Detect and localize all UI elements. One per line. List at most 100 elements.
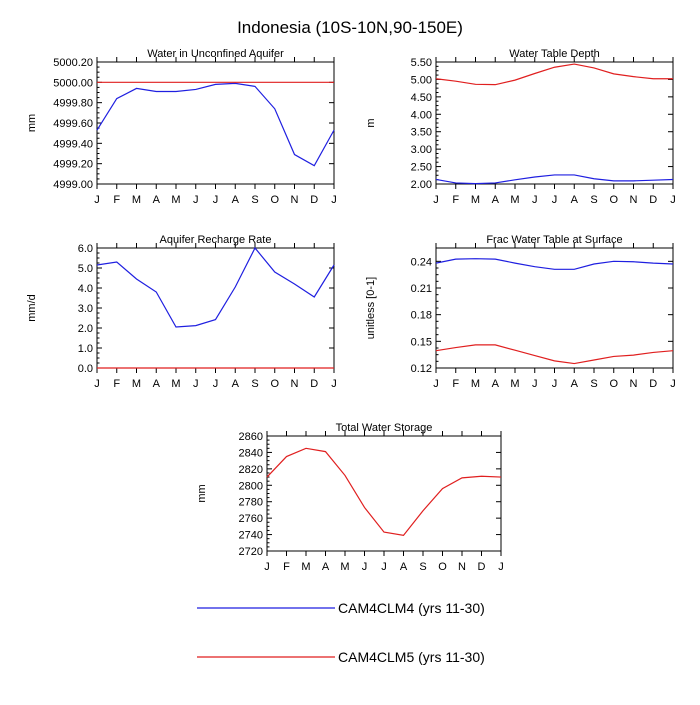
y-tick-label: 2760 [239,513,263,525]
x-tick-label: D [649,194,657,206]
y-tick-label: 4.00 [411,109,432,121]
panel-title: Water Table Depth [509,48,600,60]
y-tick-label: 2780 [239,497,263,509]
chart-panel-4: Frac Water Table at Surface 0.12 0.15 0.18 0… [365,234,676,390]
x-tick-label: O [270,194,279,206]
legend-label: CAM4CLM5 (yrs 11-30) [338,649,485,665]
x-tick-label: M [301,561,310,573]
x-tick-label: F [113,378,120,390]
x-tick-label: A [232,194,240,206]
x-tick-label: F [113,194,120,206]
chart-panel-2: Water Table Depth 2.00 2.50 3.00 3.50 4.00 4.5… [365,48,676,206]
x-tick-label: M [471,378,480,390]
x-tick-label: J [331,194,337,206]
y-tick-label: 2.00 [411,179,432,191]
x-tick-label: J [433,378,439,390]
y-tick-label: 2720 [239,546,263,558]
y-tick-label: 4999.60 [53,118,93,130]
x-tick-label: F [452,378,459,390]
legend-label: CAM4CLM4 (yrs 11-30) [338,600,485,616]
y-tick-label: 4999.00 [53,179,93,191]
x-tick-label: J [670,194,676,206]
y-tick-label: 3.0 [78,303,93,315]
series-line-cam4clm4-yrs-11-30 [96,246,335,328]
x-tick-label: J [381,561,387,573]
y-tick-label: 0.21 [411,283,432,295]
legend: CAM4CLM4 (yrs 11-30) CAM4CLM5 (yrs 11-30) [197,600,485,665]
panels: Water in Unconfined Aquifer 4999.00 4999.2… [26,48,676,573]
x-tick-label: J [552,378,558,390]
y-tick-label: 0.0 [78,363,93,375]
y-tick-label: 0.12 [411,363,432,375]
x-tick-label: D [310,378,318,390]
x-tick-label: J [264,561,270,573]
x-tick-label: M [510,194,519,206]
plot-frame [96,247,335,369]
x-tick-label: J [670,378,676,390]
y-tick-label: 2840 [239,447,263,459]
panel-title: Total Water Storage [336,422,433,434]
x-tick-label: J [433,194,439,206]
x-tick-label: M [340,561,349,573]
y-tick-label: 4999.20 [53,159,93,171]
x-tick-label: N [458,561,466,573]
chart-panel-1: Water in Unconfined Aquifer 4999.00 4999.2… [26,48,337,206]
series-line-cam4clm4-yrs-11-30 [96,82,335,167]
plot-frame [266,435,502,552]
panel-title: Water in Unconfined Aquifer [147,48,284,60]
x-tick-label: J [213,194,219,206]
legend-item: CAM4CLM4 (yrs 11-30) [197,600,485,616]
x-tick-label: J [532,194,538,206]
series-line-cam4clm5-yrs-11-30 [435,63,673,86]
chart-panel-3: Aquifer Recharge Rate 0.0 1.0 2.0 3.0 4.0 5.0 6… [26,234,337,390]
x-tick-label: J [193,378,199,390]
plot-frame [435,61,674,185]
x-tick-label: A [153,194,161,206]
y-tick-label: 2820 [239,464,263,476]
x-tick-label: O [438,561,447,573]
y-axis-label: unitless [0-1] [365,277,377,339]
x-tick-label: J [552,194,558,206]
x-tick-label: N [291,378,299,390]
panel-title: Frac Water Table at Surface [486,234,622,246]
x-tick-label: F [283,561,290,573]
x-tick-label: M [471,194,480,206]
y-tick-label: 4.50 [411,92,432,104]
y-tick-label: 4999.40 [53,138,93,150]
y-tick-label: 5.50 [411,57,432,69]
legend-item: CAM4CLM5 (yrs 11-30) [197,649,485,665]
y-tick-label: 2.50 [411,162,432,174]
y-axis-label: mm [26,114,38,132]
x-tick-label: F [452,194,459,206]
x-tick-label: J [362,561,368,573]
x-tick-label: M [171,378,180,390]
x-tick-label: N [630,194,638,206]
x-tick-label: J [94,378,100,390]
y-axis-label: mm/d [26,294,38,322]
x-tick-label: S [419,561,426,573]
x-tick-label: J [331,378,337,390]
x-tick-label: D [478,561,486,573]
panel-title: Aquifer Recharge Rate [160,234,272,246]
plot-frame [435,247,674,369]
y-tick-label: 1.0 [78,343,93,355]
figure-title: Indonesia (10S-10N,90-150E) [237,18,463,37]
x-tick-label: M [132,194,141,206]
series-line-cam4clm4-yrs-11-30 [435,258,674,270]
x-tick-label: O [609,378,618,390]
y-axis-label: mm [196,484,208,502]
y-tick-label: 0.18 [411,310,432,322]
x-tick-label: A [400,561,408,573]
x-tick-label: J [498,561,504,573]
x-tick-label: M [510,378,519,390]
y-tick-label: 3.00 [411,144,432,156]
x-tick-label: A [492,194,500,206]
y-axis-label: m [365,118,377,127]
x-tick-label: A [571,194,579,206]
x-tick-label: D [649,378,657,390]
y-tick-label: 6.0 [78,243,93,255]
y-tick-label: 4999.80 [53,98,93,110]
y-tick-label: 2740 [239,530,263,542]
